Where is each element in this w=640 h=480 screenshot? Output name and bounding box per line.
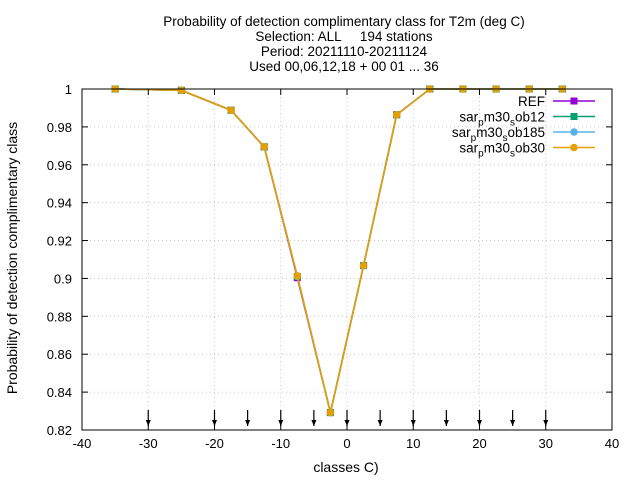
y-tick-label: 0.96 <box>47 158 72 173</box>
y-tick-label: 0.92 <box>47 234 72 249</box>
x-tick-label: -20 <box>205 436 224 451</box>
y-tick-label: 0.94 <box>47 196 72 211</box>
x-tick-label: 20 <box>472 436 486 451</box>
legend-swatch-marker <box>571 98 578 105</box>
y-tick-label: 0.84 <box>47 385 72 400</box>
legend-swatch-marker <box>571 113 578 120</box>
chart-title-line-1: Probability of detection complimentary c… <box>163 14 524 29</box>
data-point <box>294 272 302 280</box>
legend-label: REF <box>518 94 545 109</box>
x-axis-label: classes C) <box>313 459 378 475</box>
legend-label-part: ob185 <box>507 125 545 140</box>
legend-label-part: m30 <box>476 125 502 140</box>
data-point <box>327 409 335 417</box>
legend-label-part: sar <box>459 141 478 156</box>
legend-label-part: sar <box>459 110 478 125</box>
x-tick-label: -30 <box>139 436 158 451</box>
y-tick-label: 0.86 <box>47 347 72 362</box>
legend-swatch-marker <box>570 144 578 152</box>
x-tick-label: -40 <box>73 436 92 451</box>
y-tick-label: 1 <box>65 82 72 97</box>
chart-title-line-4: Used 00,06,12,18 + 00 01 ... 36 <box>249 59 439 74</box>
legend-label-part: m30 <box>484 110 510 125</box>
legend-label-part: sar <box>452 125 471 140</box>
legend-swatch-marker <box>570 128 578 136</box>
y-tick-label: 0.82 <box>47 423 72 438</box>
x-tick-label: 30 <box>539 436 553 451</box>
legend-label-part: m30 <box>484 141 510 156</box>
x-tick-label: 0 <box>343 436 350 451</box>
data-point <box>178 87 186 95</box>
y-axis-label: Probability of detection complimentary c… <box>4 122 20 394</box>
chart-title-line-2: Selection: ALL 194 stations <box>255 29 433 44</box>
y-tick-label: 0.98 <box>47 120 72 135</box>
data-point <box>260 143 268 151</box>
data-point <box>360 262 368 270</box>
y-tick-label: 0.88 <box>47 309 72 324</box>
legend-label-part: REF <box>518 94 545 109</box>
legend-label-part: ob12 <box>515 110 545 125</box>
data-point <box>393 111 401 119</box>
data-point <box>227 106 235 114</box>
x-tick-label: 40 <box>605 436 619 451</box>
chart-title-line-3: Period: 20211110-20211124 <box>261 44 428 59</box>
x-tick-label: -10 <box>271 436 290 451</box>
x-tick-label: 10 <box>406 436 420 451</box>
legend-label-part: ob30 <box>515 141 545 156</box>
y-tick-label: 0.9 <box>54 271 72 286</box>
